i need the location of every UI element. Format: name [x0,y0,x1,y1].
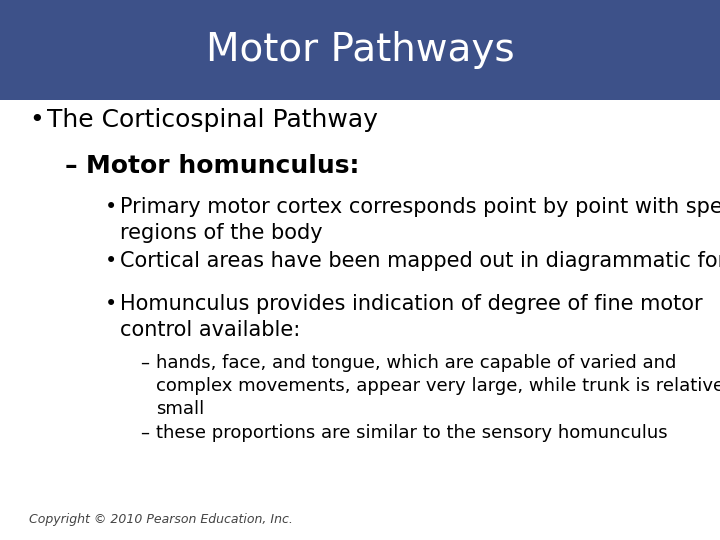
Text: •: • [29,108,43,132]
Text: •: • [104,294,117,314]
Bar [0,0,720,100]
Text: Primary motor cortex corresponds point by point with specific
regions of the bod: Primary motor cortex corresponds point b… [120,197,720,242]
Text: •: • [104,197,117,217]
Text: –: – [140,424,150,442]
Text: –: – [65,154,78,178]
Text: Motor homunculus:: Motor homunculus: [86,154,360,178]
Text: •: • [104,251,117,271]
Text: –: – [140,354,150,372]
Text: Cortical areas have been mapped out in diagrammatic form: Cortical areas have been mapped out in d… [120,251,720,271]
Text: these proportions are similar to the sensory homunculus: these proportions are similar to the sen… [156,424,668,442]
Text: Copyright © 2010 Pearson Education, Inc.: Copyright © 2010 Pearson Education, Inc. [29,514,292,526]
Text: Homunculus provides indication of degree of fine motor
control available:: Homunculus provides indication of degree… [120,294,703,340]
Text: Motor Pathways: Motor Pathways [206,31,514,69]
Text: The Corticospinal Pathway: The Corticospinal Pathway [47,108,378,132]
Text: hands, face, and tongue, which are capable of varied and
complex movements, appe: hands, face, and tongue, which are capab… [156,354,720,417]
